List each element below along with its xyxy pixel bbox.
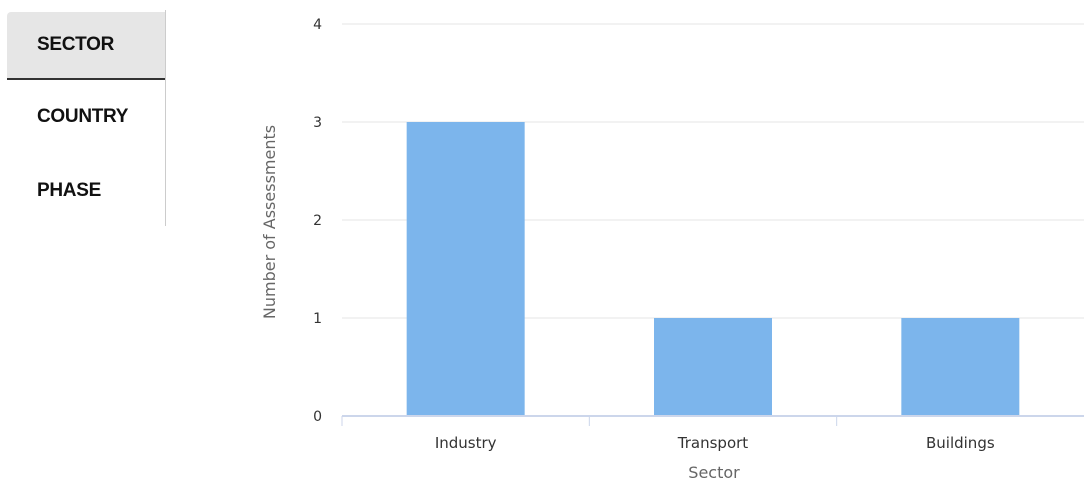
x-category-label: Industry bbox=[435, 434, 497, 452]
x-axis-category-labels: Industry Transport Buildings bbox=[435, 434, 995, 452]
tab-phase[interactable]: PHASE bbox=[37, 180, 101, 201]
y-axis-title: Number of Assessments bbox=[260, 125, 279, 319]
tab-country[interactable]: COUNTRY bbox=[37, 106, 129, 127]
x-axis-title: Sector bbox=[688, 463, 740, 482]
y-tick-label: 3 bbox=[313, 115, 322, 131]
view-tabs: SECTOR COUNTRY PHASE bbox=[7, 10, 166, 226]
bars bbox=[406, 122, 1020, 416]
y-axis-tick-labels: 0 1 2 3 4 bbox=[313, 17, 322, 425]
y-tick-label: 0 bbox=[313, 409, 322, 425]
y-tick-label: 1 bbox=[313, 311, 322, 327]
x-axis-ticks bbox=[341, 416, 838, 426]
bar-buildings[interactable] bbox=[901, 318, 1020, 416]
bar-industry[interactable] bbox=[406, 122, 525, 416]
y-tick-label: 4 bbox=[313, 17, 322, 33]
y-tick-label: 2 bbox=[313, 213, 322, 229]
x-category-label: Buildings bbox=[926, 434, 995, 452]
x-category-label: Transport bbox=[677, 434, 749, 452]
bar-transport[interactable] bbox=[654, 318, 772, 416]
tab-sector[interactable]: SECTOR bbox=[7, 12, 165, 80]
